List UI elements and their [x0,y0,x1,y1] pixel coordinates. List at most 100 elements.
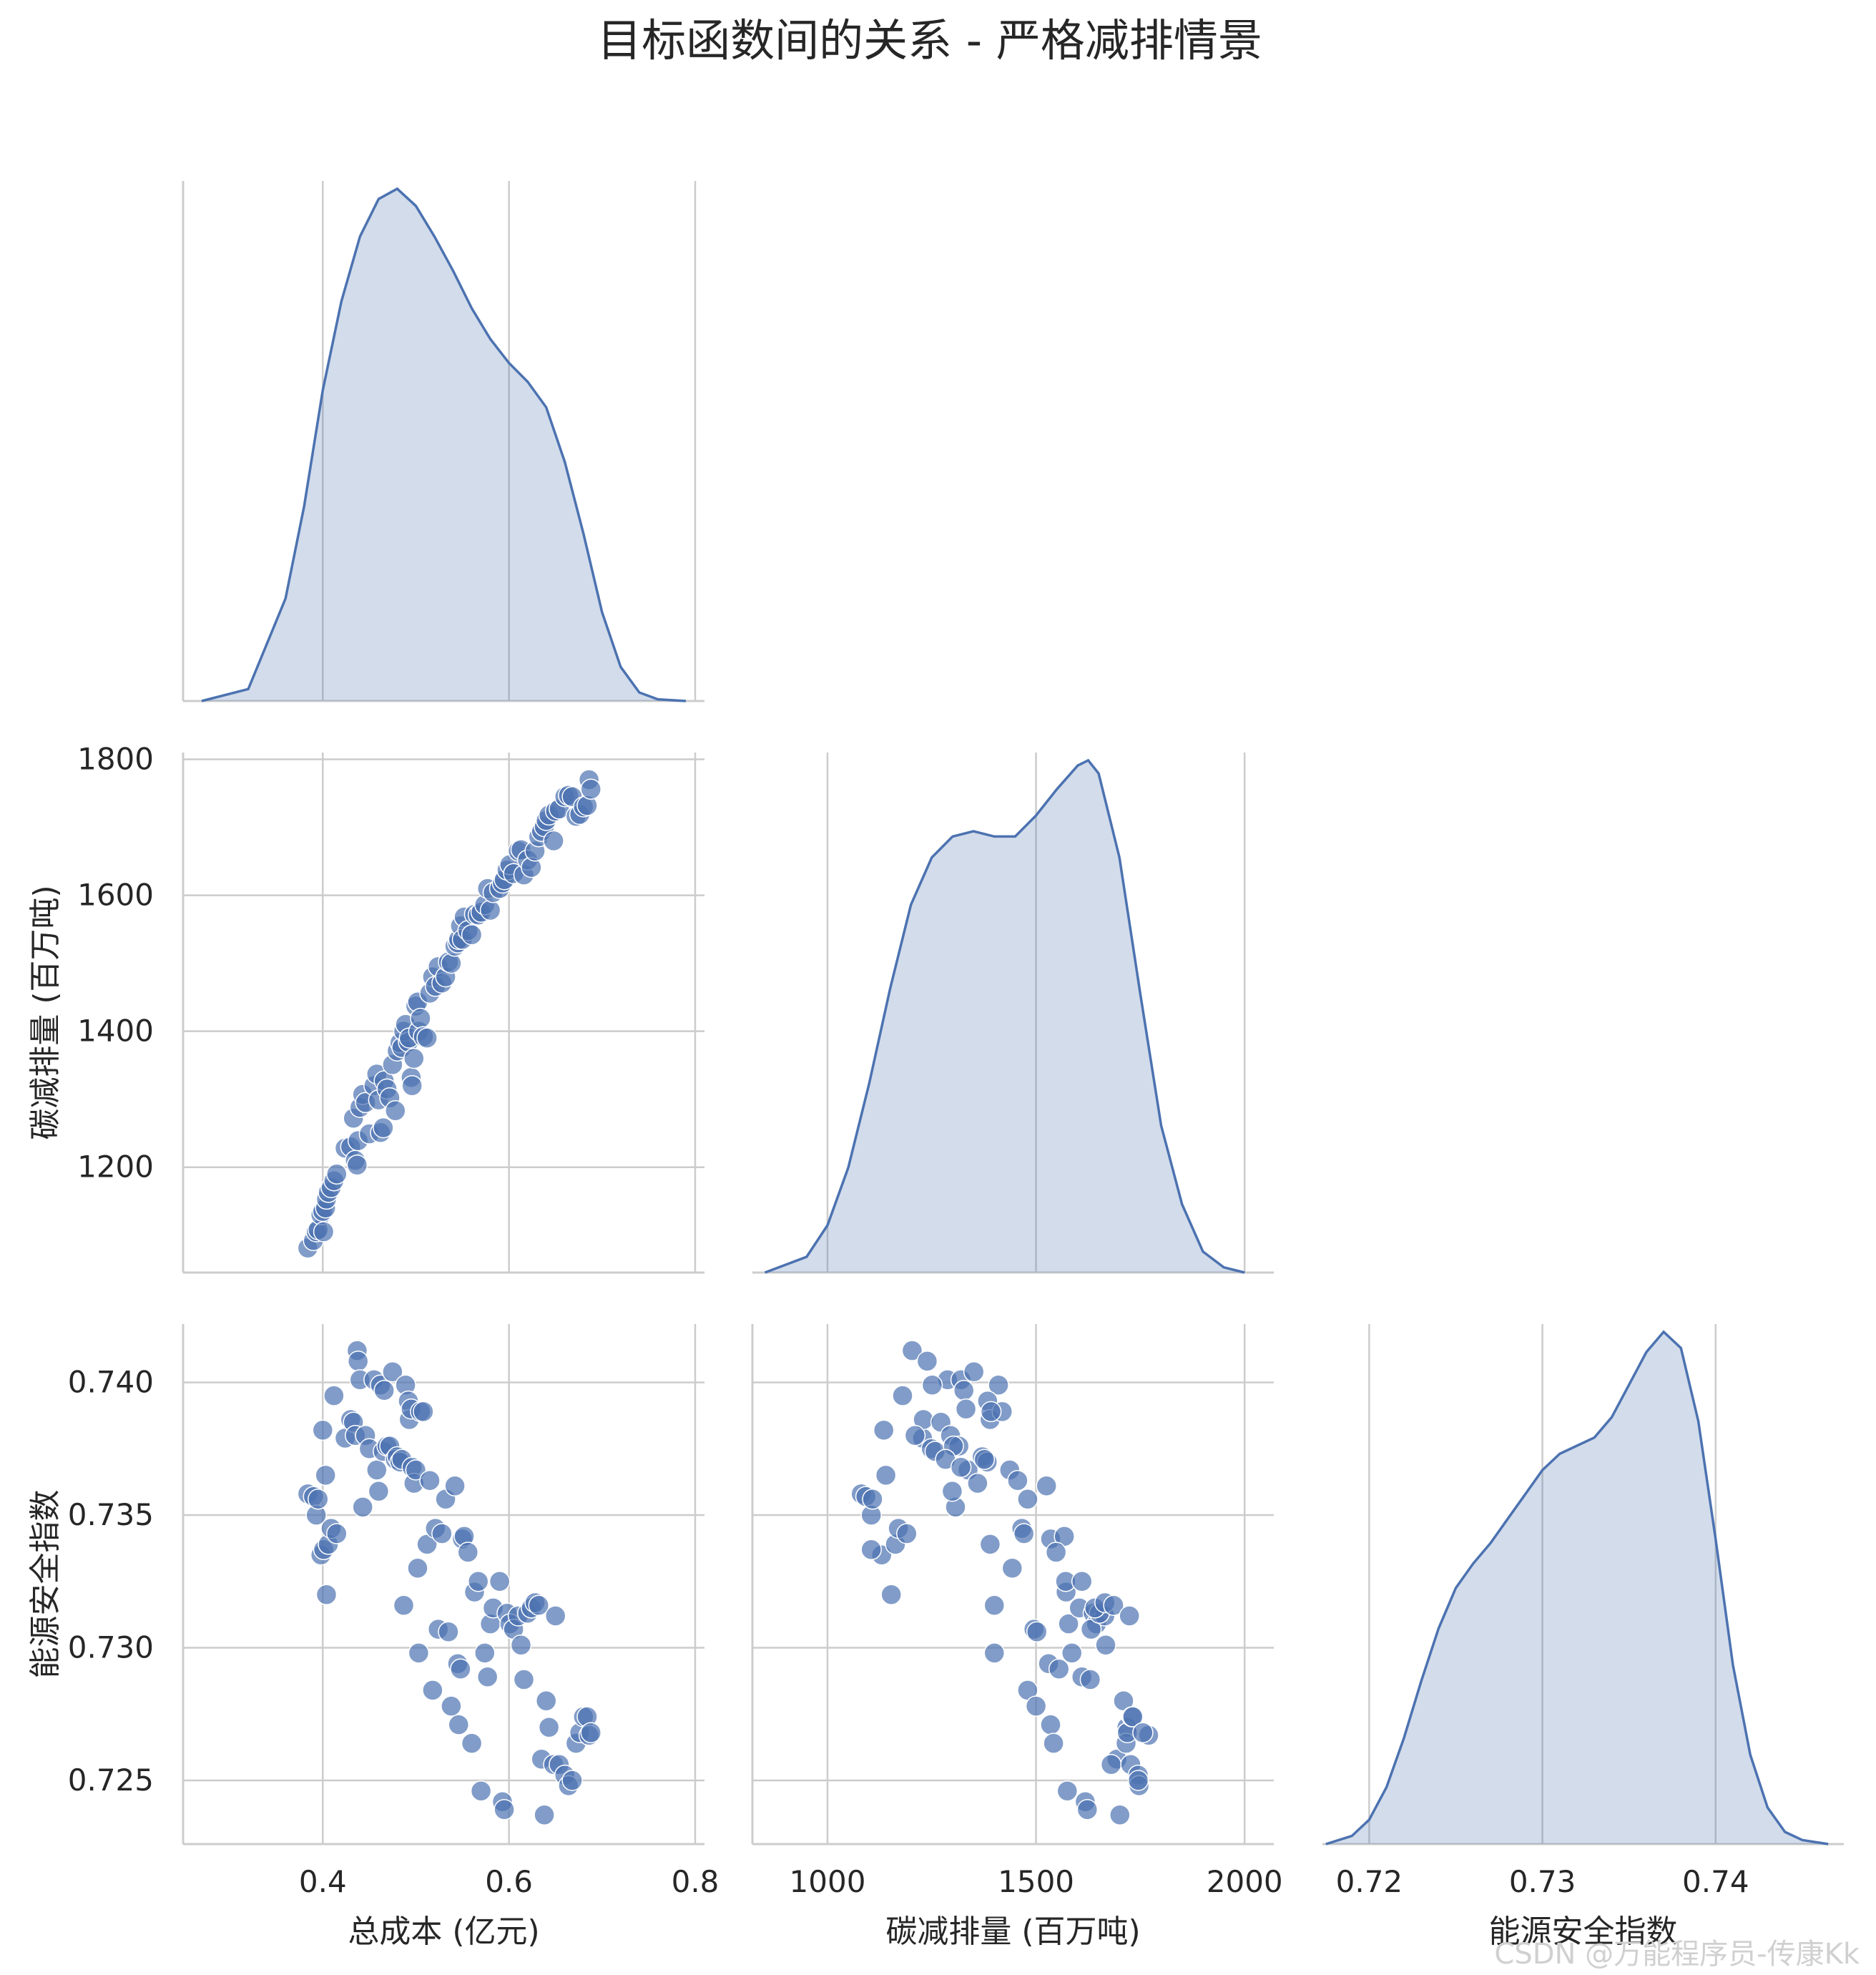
point-r2c0-56 [441,1695,462,1717]
point-r2c0-90 [544,1605,566,1627]
xtick-col2-2: 0.74 [1682,1864,1749,1899]
point-r2c1-79 [1095,1635,1116,1656]
point-r2c1-42 [967,1472,988,1494]
point-r2c1-8 [880,1584,902,1606]
point-r2c0-100 [580,1722,601,1743]
point-r2c0-49 [419,1470,441,1491]
point-r2c1-89 [1100,1753,1122,1775]
point-r2c1-90 [1119,1605,1140,1627]
scatter-panel-r2-c0 [182,1324,704,1846]
xtick-col2-0: 0.72 [1336,1864,1403,1899]
point-r2c1-31 [963,1361,985,1383]
point-r2c1-56 [1025,1695,1047,1717]
xtick-col1-0: 1000 [790,1864,866,1899]
point-r2c1-11 [892,1385,913,1406]
point-r2c1-40 [955,1398,977,1420]
point-r2c1-55 [1026,1621,1048,1643]
point-r1c0-70 [479,899,501,921]
ytick-row2-3: 0.740 [68,1365,154,1400]
point-r2c0-88 [538,1717,560,1738]
point-r2c0-67 [470,1780,492,1802]
kde-area-总成本 (亿元) [202,188,686,701]
point-r2c1-6 [860,1539,882,1561]
point-r2c0-12 [326,1523,348,1544]
point-r2c0-64 [461,1733,483,1754]
point-r2c0-60 [450,1658,471,1680]
point-r2c1-84 [1103,1594,1124,1616]
point-r2c0-84 [528,1594,550,1616]
panels-layer: 1200 1400 1600 1800 0.725 0.730 0.735 0.740 0.4 0… [27,181,1844,1950]
point-r2c1-18 [916,1351,938,1372]
point-r1c0-41 [401,1074,423,1097]
xtick-col0-1: 0.6 [485,1864,533,1899]
point-r2c0-20 [352,1496,373,1518]
point-r2c1-47 [980,1401,1002,1423]
xtick-col0-2: 0.8 [672,1864,720,1899]
point-r2c1-72 [1071,1571,1093,1592]
xlabel-col0: 总成本 (亿元) [348,1913,539,1950]
point-r2c1-16 [904,1425,926,1446]
scatter-panel-r1-c0 [182,753,704,1274]
point-r2c0-43 [405,1459,427,1481]
point-r2c0-80 [513,1669,535,1690]
point-r1c0-6 [313,1221,335,1243]
point-r2c1-67 [1056,1780,1079,1802]
point-r2c1-12 [896,1523,918,1544]
point-r1c0-17 [346,1155,368,1176]
kde-area-碳减排量 (百万吨) [765,760,1245,1273]
kde-area-能源安全指数 [1325,1331,1829,1844]
point-r2c0-86 [534,1804,555,1825]
point-r2c1-94 [1127,1770,1149,1791]
point-r2c1-54 [1017,1489,1038,1510]
point-r2c0-25 [368,1480,390,1502]
point-r2c1-37 [988,1374,1009,1396]
point-r2c1-48 [979,1534,1001,1555]
point-r2c0-3 [308,1489,329,1510]
point-r2c1-44 [1001,1557,1023,1579]
point-r2c1-17 [901,1340,923,1361]
kde-curve-碳减排量 (百万吨) [764,758,1245,1274]
point-r2c0-74 [493,1799,515,1820]
point-r2c1-3 [862,1489,883,1510]
xlabel-col2: 能源安全指数 [1489,1913,1678,1950]
point-r1c0-100 [580,778,601,800]
point-r2c0-68 [474,1642,496,1664]
point-r2c0-87 [535,1690,557,1712]
point-r2c0-7 [315,1464,336,1486]
xlabel-col1: 碳减排量 (百万吨) [885,1913,1140,1950]
ytick-row2-1: 0.730 [68,1630,154,1665]
point-r2c0-36 [393,1594,415,1616]
point-r2c0-57 [444,1475,466,1497]
point-r2c1-35 [973,1449,996,1470]
kde-curve-总成本 (亿元) [201,187,687,702]
ylabel-row1: 碳减排量 (百万吨) [27,885,64,1140]
point-r2c1-70 [1058,1613,1079,1635]
xtick-col2-1: 0.73 [1509,1864,1576,1899]
point-r2c0-45 [408,1642,430,1664]
point-r2c1-7 [875,1464,897,1486]
point-r2c0-8 [315,1584,338,1606]
scatter-panel-r2-c1 [751,1324,1274,1846]
point-r2c1-80 [1079,1669,1101,1690]
point-r1c0-32 [385,1100,406,1122]
point-r2c0-50 [422,1680,443,1701]
point-r2c1-86 [1109,1804,1131,1825]
point-r2c1-45 [983,1642,1006,1664]
point-r1c0-27 [373,1117,394,1139]
point-r2c1-60 [1048,1658,1070,1680]
point-r2c0-28 [373,1379,395,1401]
diag-panel-0 [183,181,704,702]
point-r2c1-63 [1045,1542,1067,1563]
point-r1c0-46 [410,1007,431,1029]
point-r1c0-12 [326,1163,348,1185]
point-r2c0-63 [457,1542,479,1563]
point-r2c0-5 [312,1419,334,1441]
point-r2c0-72 [488,1571,511,1592]
point-r2c1-25 [941,1480,963,1502]
ytick-row2-0: 0.725 [68,1763,154,1798]
point-r2c1-41 [950,1456,972,1479]
point-r2c0-66 [467,1571,489,1592]
point-r2c1-28 [953,1379,975,1401]
ylabel-row2: 能源安全指数 [27,1490,64,1679]
